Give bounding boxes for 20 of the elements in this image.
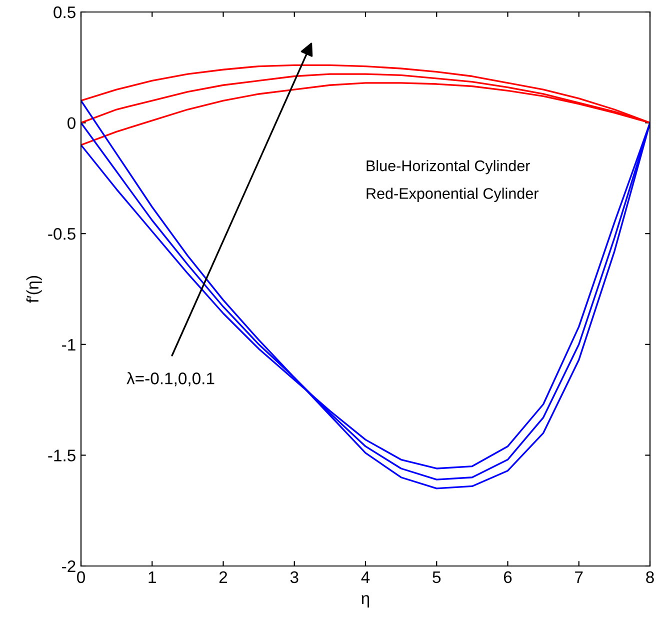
x-tick-label: 7 (575, 571, 583, 583)
y-axis-title: f′(η) (26, 276, 42, 303)
x-tick-label: 6 (504, 571, 512, 584)
y-tick-label: -1 (62, 338, 76, 350)
x-tick-label: 3 (290, 571, 298, 584)
y-tick-label: 0 (68, 117, 76, 130)
x-tick-label: 0 (77, 571, 85, 584)
x-tick-label: 4 (361, 571, 370, 583)
y-tick-label: -0.5 (48, 228, 76, 240)
y-tick-label: 0.5 (54, 6, 76, 18)
x-tick-label: 8 (646, 571, 654, 584)
x-tick-label: 2 (219, 571, 228, 583)
y-tick-label: -1.5 (48, 450, 76, 462)
x-axis-title: η (362, 595, 370, 608)
y-tick-label: -2 (62, 560, 76, 572)
annotation: Red-Exponential Cylinder (366, 188, 538, 202)
x-tick-label: 5 (432, 571, 441, 584)
x-tick-label: 1 (148, 571, 156, 583)
annotation: λ=-0.1,0,0.1 (126, 372, 214, 386)
annotation: Blue-Horizontal Cylinder (366, 160, 530, 174)
